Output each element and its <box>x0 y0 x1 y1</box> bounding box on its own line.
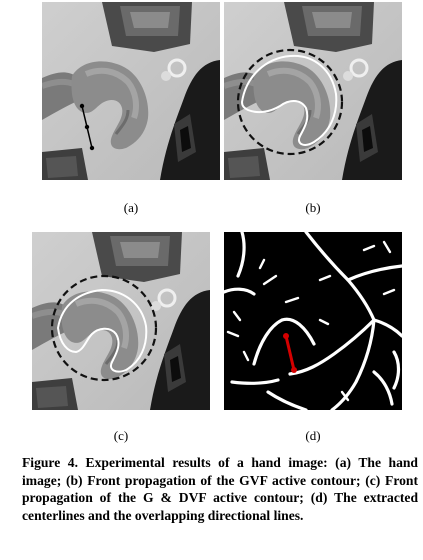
panel-a-hand-image <box>42 2 220 180</box>
panel-b-gvf-contour <box>224 2 402 180</box>
panel-d-label: (d) <box>293 428 333 444</box>
panel-b-label: (b) <box>293 200 333 216</box>
figure-caption: Figure 4. Experimental results of a hand… <box>22 454 418 524</box>
panel-d-centerlines <box>224 232 402 410</box>
panel-c-gdvf-contour <box>32 232 210 410</box>
panel-a-label: (a) <box>111 200 151 216</box>
panel-c-label: (c) <box>101 428 141 444</box>
